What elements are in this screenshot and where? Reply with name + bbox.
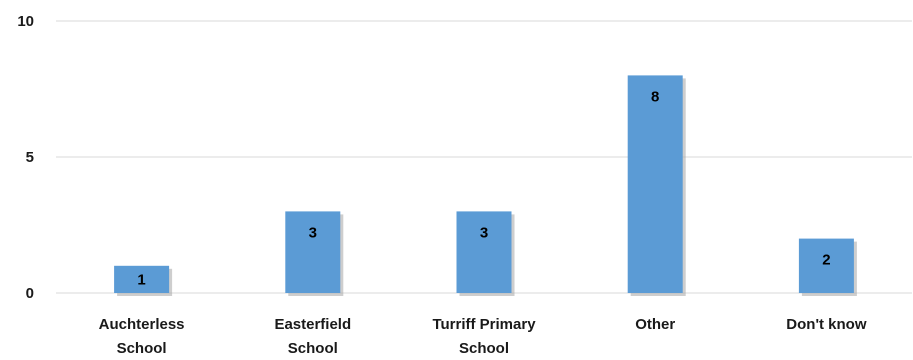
bar [627, 75, 683, 294]
bar [114, 265, 170, 293]
x-tick-label-line: School [117, 340, 167, 357]
y-tick-label: 5 [26, 149, 34, 166]
x-tick-label-line: School [459, 340, 509, 357]
y-axis-tick-labels: 0 5 10 [17, 13, 34, 302]
x-tick-label: Turriff Primary School [432, 316, 536, 357]
bar [285, 211, 341, 293]
x-tick-label-line: Don't know [786, 316, 867, 333]
x-tick-label-line: Turriff Primary [432, 316, 536, 333]
x-tick-label-line: School [288, 340, 338, 357]
data-label: 2 [822, 252, 830, 269]
x-tick-label-line: Easterfield [274, 316, 351, 333]
data-label: 1 [137, 271, 145, 288]
bar [456, 211, 512, 293]
x-tick-label-line: Auchterless [99, 316, 185, 333]
x-tick-label: Other [635, 316, 675, 333]
x-tick-label-line: Other [635, 316, 675, 333]
data-label: 3 [309, 224, 317, 241]
x-tick-label: Don't know [786, 316, 867, 333]
x-tick-label: Easterfield School [274, 316, 351, 357]
y-tick-label: 10 [17, 13, 34, 30]
bar [798, 238, 854, 293]
bars [114, 75, 857, 297]
data-label: 8 [651, 88, 659, 105]
data-labels: 1 3 3 8 2 [137, 88, 830, 288]
x-tick-label: Auchterless School [99, 316, 185, 357]
y-tick-label: 0 [26, 285, 34, 302]
data-label: 3 [480, 224, 488, 241]
